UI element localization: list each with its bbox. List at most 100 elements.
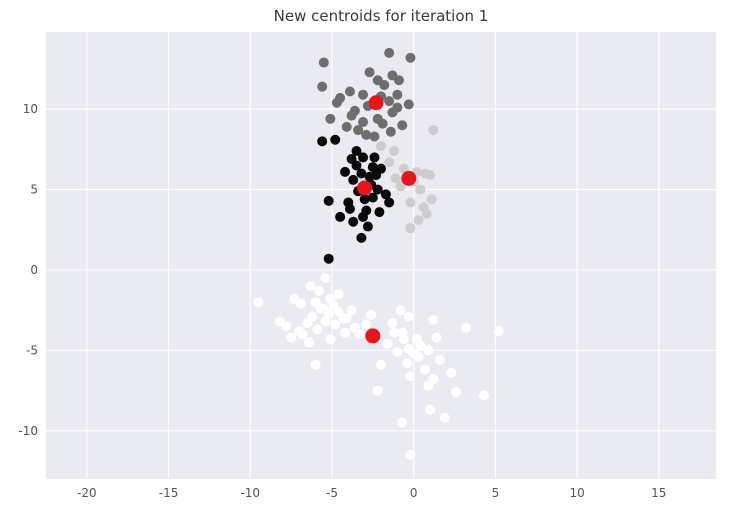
cluster-4-point: [313, 285, 324, 296]
cluster-4-point: [425, 404, 436, 415]
cluster-3-point: [358, 211, 369, 222]
cluster-4-point: [493, 326, 504, 337]
cluster-1-point: [358, 89, 369, 100]
x-tick-label: -20: [77, 486, 97, 500]
cluster-4-point: [274, 316, 285, 327]
cluster-3-point: [358, 152, 369, 163]
cluster-4-point: [302, 318, 313, 329]
cluster-3-point: [362, 221, 373, 232]
cluster-1-point: [372, 75, 383, 86]
cluster-3-point: [323, 195, 334, 206]
cluster-1-point: [353, 125, 364, 136]
cluster-3-point: [330, 134, 341, 145]
cluster-4-point: [297, 329, 308, 340]
cluster-4-point: [320, 273, 331, 284]
cluster-4-point: [402, 358, 413, 369]
cluster-3-point: [348, 216, 359, 227]
cluster-4-point: [460, 322, 471, 333]
cluster-1-point: [358, 117, 369, 128]
cluster-3-point: [380, 189, 391, 200]
cluster-4-point: [389, 327, 400, 338]
cluster-4-point: [305, 281, 316, 292]
x-tick-label: -5: [326, 486, 338, 500]
cluster-4-point: [392, 346, 403, 357]
cluster-4-point: [333, 289, 344, 300]
cluster-1-point: [403, 99, 414, 110]
centroid-points: [357, 95, 417, 344]
cluster-4-point: [478, 390, 489, 401]
cluster-4-point: [320, 316, 331, 327]
cluster-3-point: [374, 207, 385, 218]
cluster-1-point: [385, 126, 396, 137]
cluster-3-point: [367, 192, 378, 203]
cluster-4-point: [289, 293, 300, 304]
y-tick-label: -5: [26, 343, 38, 357]
cluster-1-point: [387, 107, 398, 118]
cluster-3-point: [367, 162, 378, 173]
cluster-4-point: [423, 345, 434, 356]
cluster-3-point: [323, 253, 334, 264]
cluster-1-point: [341, 121, 352, 132]
cluster-4-point: [340, 327, 351, 338]
x-tick-label: -15: [159, 486, 179, 500]
cluster-4-point: [325, 334, 336, 345]
cluster-4-point: [366, 309, 377, 320]
cluster-4-point: [428, 314, 439, 325]
cluster-3-point: [351, 160, 362, 171]
cluster-4-point: [341, 313, 352, 324]
chart-title: New centroids for iteration 1: [274, 7, 489, 25]
cluster-1-point: [393, 75, 404, 86]
data-points: [253, 47, 504, 460]
cluster-4-point: [405, 371, 416, 382]
x-axis-ticks: -20 -15 -10 -5 0 5 10 15: [77, 486, 666, 500]
cluster-2-point: [395, 181, 406, 192]
cluster-1-point: [349, 105, 360, 116]
cluster-4-point: [333, 306, 344, 317]
cluster-4-point: [286, 332, 297, 343]
cluster-1-point: [384, 96, 395, 107]
centroid-point: [401, 170, 417, 186]
cluster-3-point: [317, 136, 328, 147]
x-tick-label: 0: [410, 486, 418, 500]
cluster-4-point: [376, 359, 386, 370]
cluster-4-point: [361, 319, 372, 330]
cluster-4-point: [382, 338, 393, 349]
x-tick-label: -10: [240, 486, 260, 500]
cluster-3-point: [351, 145, 362, 156]
cluster-4-point: [395, 305, 406, 316]
y-tick-label: 0: [30, 263, 38, 277]
cluster-3-point: [372, 184, 383, 195]
cluster-1-point: [384, 47, 395, 58]
cluster-1-point: [364, 67, 375, 78]
cluster-2-point: [428, 125, 439, 136]
y-tick-label: 10: [23, 102, 38, 116]
cluster-4-point: [405, 449, 416, 460]
cluster-4-point: [431, 332, 442, 343]
cluster-2-point: [413, 215, 424, 226]
cluster-3-point: [371, 170, 382, 181]
cluster-1-point: [331, 97, 342, 108]
cluster-4-point: [446, 367, 457, 378]
cluster-4-point: [403, 311, 414, 322]
cluster-1-point: [361, 129, 372, 140]
cluster-4-point: [372, 385, 383, 396]
cluster-1-point: [369, 131, 380, 142]
cluster-4-point: [387, 318, 398, 329]
cluster-1-point: [377, 118, 388, 129]
cluster-1-point: [392, 89, 403, 100]
cluster-2-point: [415, 184, 426, 195]
cluster-2-point: [405, 223, 416, 234]
cluster-4-point: [253, 297, 264, 308]
cluster-3-point: [356, 232, 367, 243]
cluster-3-point: [356, 168, 367, 179]
centroid-point: [365, 328, 381, 344]
cluster-4-point: [451, 387, 462, 398]
y-tick-label: 5: [30, 183, 38, 197]
cluster-4-point: [434, 355, 445, 366]
cluster-2-point: [389, 145, 400, 156]
cluster-4-point: [346, 305, 357, 316]
cluster-4-point: [330, 319, 341, 330]
cluster-1-point: [405, 52, 416, 63]
